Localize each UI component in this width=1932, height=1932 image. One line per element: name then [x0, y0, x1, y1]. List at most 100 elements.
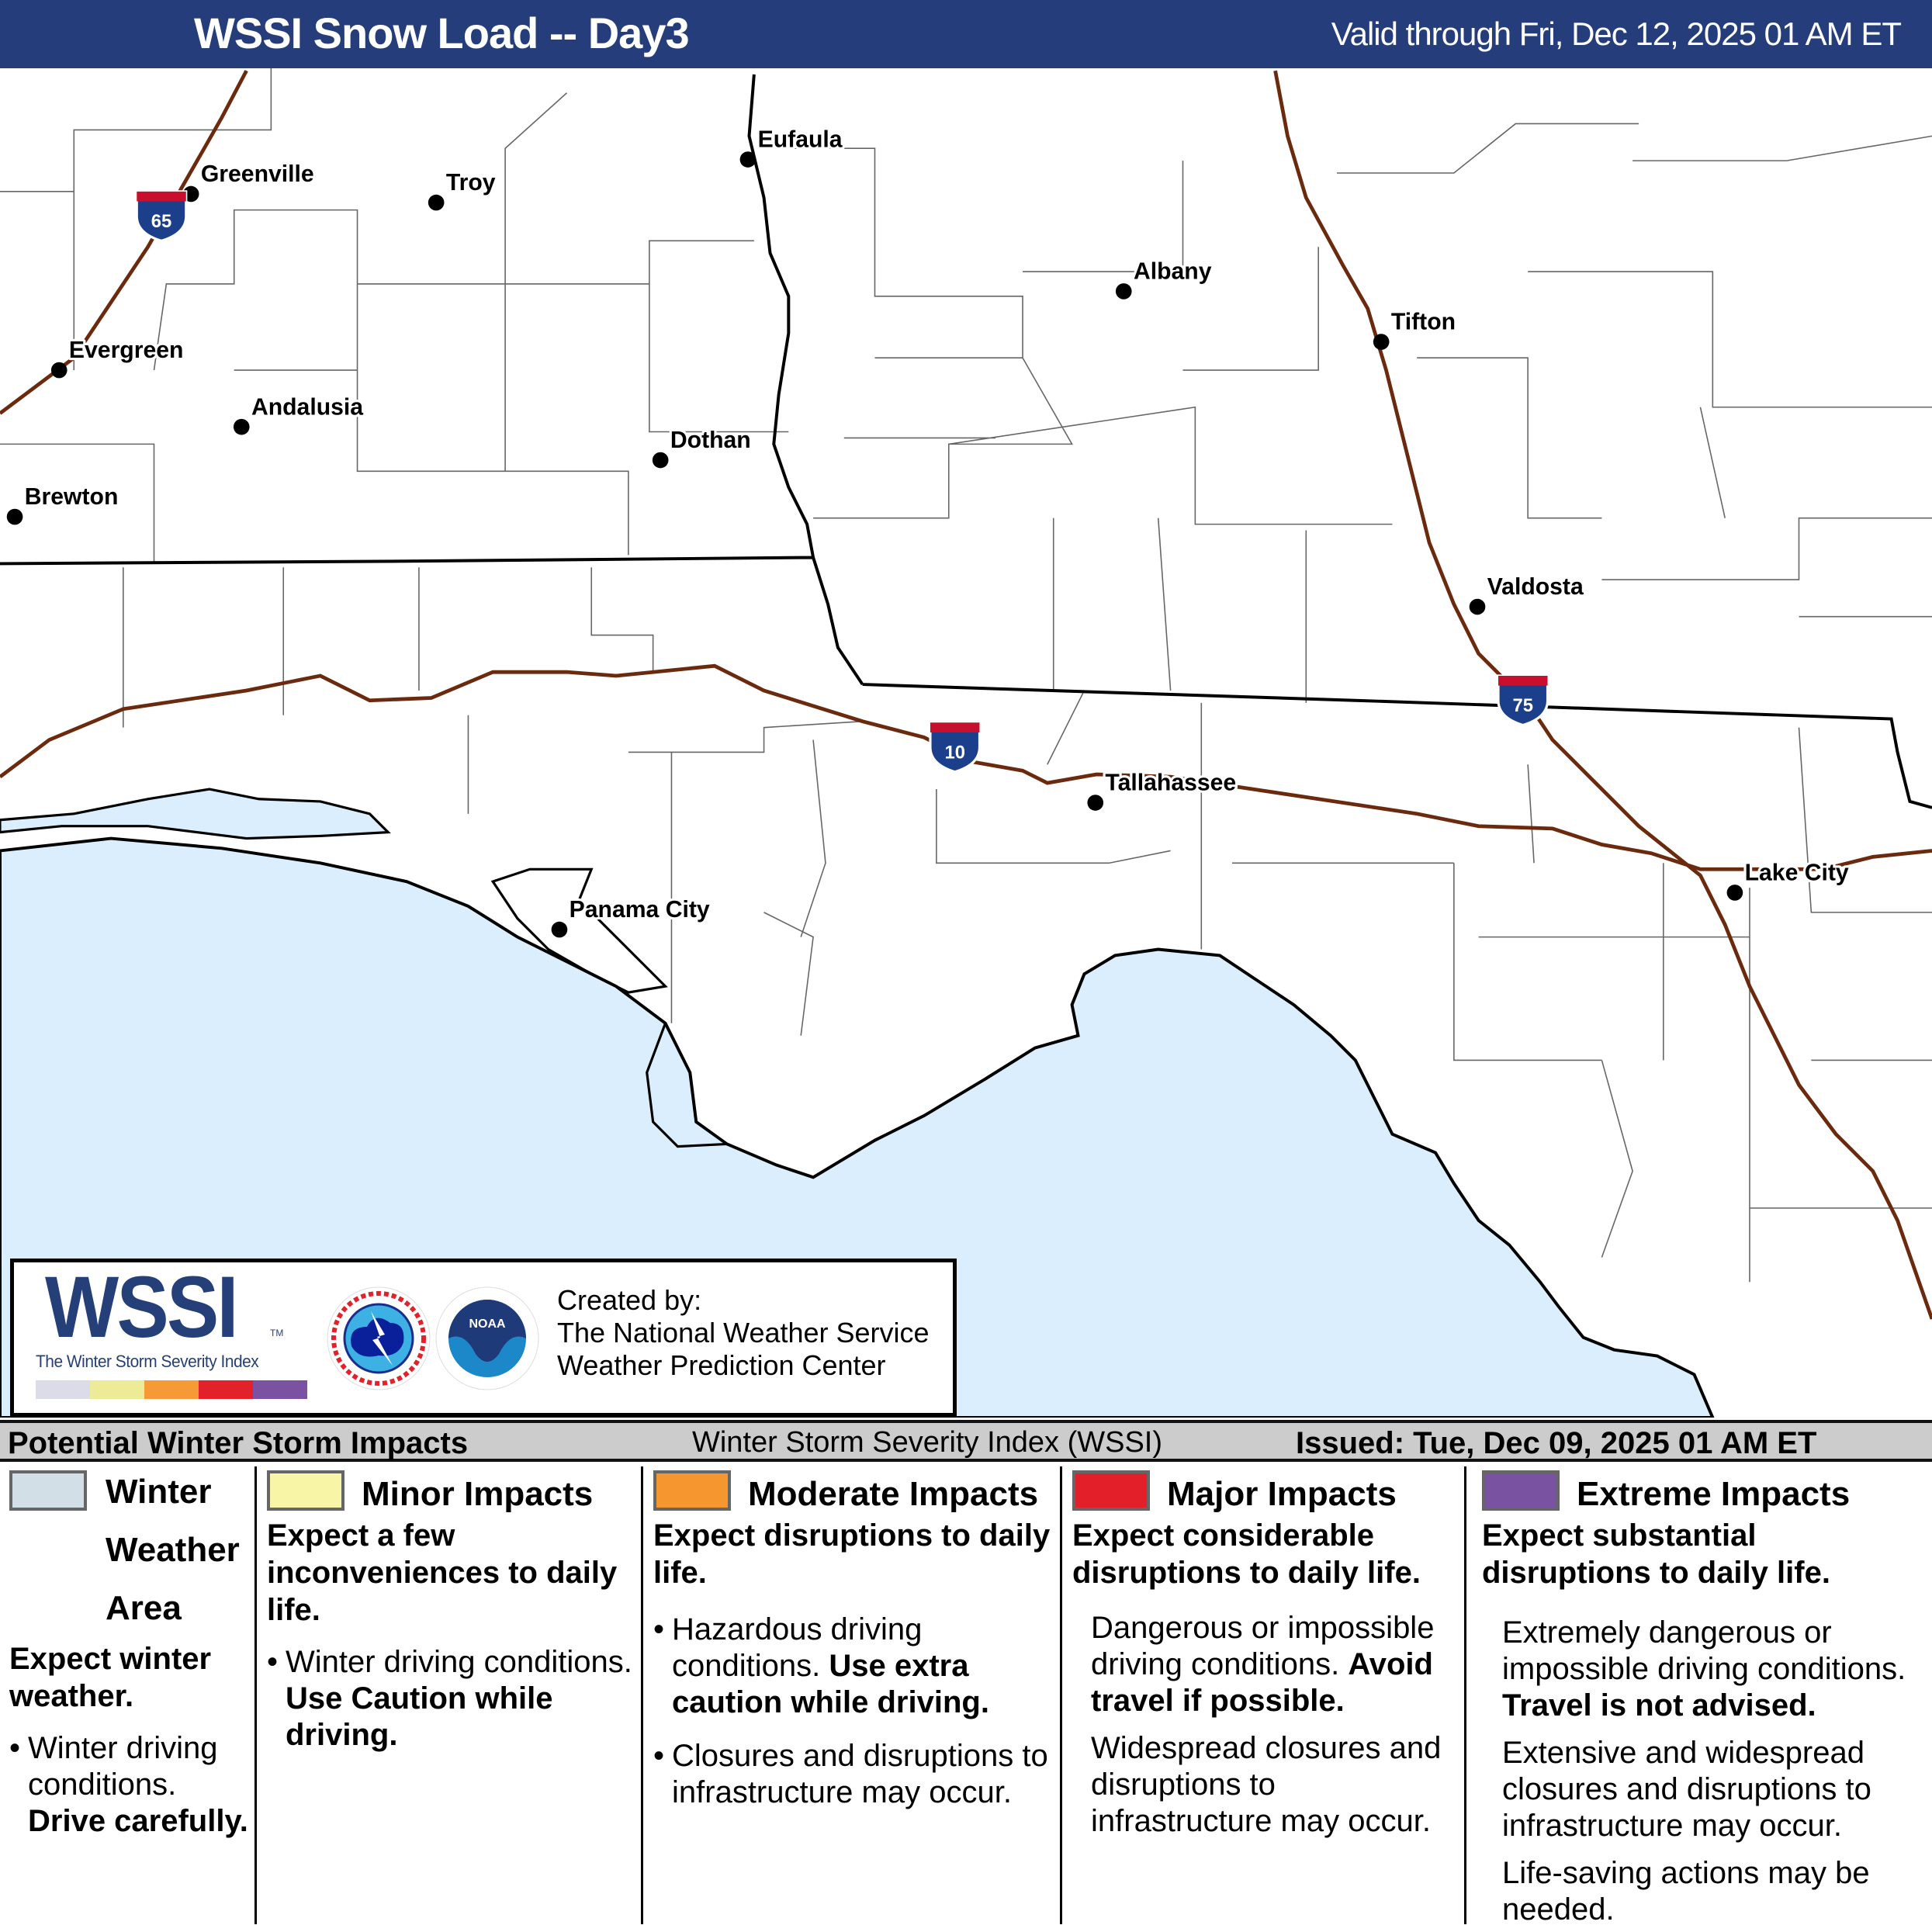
bullet-1: Winter driving conditions. Use Caution w…: [267, 1644, 639, 1754]
map[interactable]: Greenville Troy Eufaula Albany Tifton Evergre…: [0, 68, 1932, 1418]
bullet-bold: Use extra caution while driving.: [672, 1649, 989, 1719]
bullet-bold: Drive carefully.: [28, 1804, 248, 1838]
legend-title: Potential Winter Storm Impacts: [8, 1426, 469, 1460]
city-label: Panama City: [570, 897, 710, 923]
noaa-logo-icon: NOAA: [435, 1286, 539, 1390]
legend-moderate: Moderate Impacts Expect disruptions to d…: [653, 1470, 1057, 1924]
city-marker: [50, 362, 68, 379]
divider: [1464, 1466, 1466, 1924]
bar-swatch: [144, 1380, 199, 1399]
bullet-2: Closures and disruptions to infrastructu…: [653, 1738, 1057, 1811]
divider: [254, 1466, 257, 1924]
bar-swatch: [36, 1380, 90, 1399]
bar-swatch: [253, 1380, 307, 1399]
city-marker: [6, 508, 23, 525]
swatch-winter: [9, 1470, 87, 1511]
map-title: WSSI Snow Load -- Day3: [194, 9, 690, 57]
issued-time: Issued: Tue, Dec 09, 2025 01 AM ET: [1296, 1426, 1817, 1460]
category-name: Minor Impacts: [362, 1475, 594, 1513]
county-lines: [0, 68, 1932, 1283]
text-bold: Avoid travel if possible.: [1091, 1647, 1433, 1718]
city-marker: [428, 194, 445, 211]
city-markers: Greenville Troy Eufaula Albany Tifton Evergre…: [6, 124, 1851, 938]
legend-winter-weather-area: Winter Weather Area Expect winter weathe…: [9, 1470, 254, 1924]
nws-logo-icon: [327, 1286, 431, 1390]
wssi-subtitle: The Winter Storm Severity Index: [36, 1352, 259, 1371]
city-label: Tifton: [1391, 310, 1456, 335]
shield-number: 65: [151, 211, 171, 232]
swatch-minor: [267, 1470, 345, 1511]
city-label: Evergreen: [69, 338, 184, 363]
swatch-moderate: [653, 1470, 731, 1511]
city-marker: [739, 151, 757, 168]
created-by-label: Created by:: [557, 1284, 702, 1316]
city-label: Valdosta: [1487, 574, 1584, 600]
bullet-1: Winter driving conditions. Drive careful…: [9, 1730, 254, 1840]
noaa-text: NOAA: [469, 1317, 506, 1331]
city-label: Albany: [1134, 259, 1212, 285]
legend-extreme: Extreme Impacts Expect substantial disru…: [1482, 1470, 1932, 1927]
org-nws: The National Weather Service: [557, 1317, 930, 1349]
city-label: Dothan: [670, 428, 751, 453]
category-summary: Expect winter weather.: [9, 1642, 212, 1713]
org-wpc: Weather Prediction Center: [557, 1349, 886, 1381]
category-name: Extreme Impacts: [1577, 1475, 1851, 1513]
city-marker: [1373, 334, 1390, 350]
city-marker: [1469, 598, 1486, 615]
wssi-color-bar: [36, 1380, 307, 1399]
city-marker: [1726, 885, 1743, 901]
divider: [641, 1466, 643, 1924]
city-label: Andalusia: [251, 394, 363, 420]
city-label: Greenville: [201, 161, 314, 187]
swatch-extreme: [1482, 1470, 1560, 1511]
interstate-shield-10: 10: [929, 721, 982, 774]
coastline: [490, 867, 728, 1148]
category-summary: Expect a few inconveniences to daily lif…: [267, 1518, 618, 1627]
city-label: Troy: [446, 170, 496, 196]
city-marker: [1087, 795, 1104, 811]
city-marker: [551, 921, 568, 938]
valid-time: Valid through Fri, Dec 12, 2025 01 AM ET: [1331, 16, 1902, 52]
divider: [1060, 1466, 1062, 1924]
city-label: Tallahassee: [1105, 770, 1236, 796]
interstate-shield-65: 65: [135, 190, 188, 242]
city-label: Brewton: [25, 484, 119, 510]
created-by: Created by: The National Weather Service…: [557, 1284, 930, 1382]
city-marker: [1115, 283, 1132, 299]
text-1: Dangerous or impossible driving conditio…: [1072, 1610, 1460, 1719]
legend-major: Major Impacts Expect considerable disrup…: [1072, 1470, 1460, 1924]
category-summary: Expect disruptions to daily life.: [653, 1518, 1051, 1590]
bullet-text: Winter driving conditions.: [28, 1731, 218, 1802]
legend-index: Winter Storm Severity Index (WSSI): [692, 1426, 1163, 1459]
bullet-text: Winter driving conditions.: [286, 1645, 632, 1679]
bullet-text: Hazardous driving conditions.: [672, 1612, 923, 1683]
city-marker: [233, 418, 250, 435]
legend-title-bar: Potential Winter Storm Impacts Winter St…: [0, 1420, 1932, 1462]
bullet-1: Hazardous driving conditions. Use extra …: [653, 1612, 1057, 1721]
text-regular: Dangerous or impossible driving conditio…: [1091, 1611, 1435, 1681]
bay-water: [0, 788, 391, 840]
credits-box: WSSI TM The Winter Storm Severity Index …: [10, 1259, 957, 1417]
category-summary: Expect substantial disruptions to daily …: [1482, 1518, 1830, 1590]
header: WSSI Snow Load -- Day3 Valid through Fri…: [0, 0, 1932, 68]
trademark: TM: [270, 1328, 284, 1338]
shield-number: 10: [944, 742, 964, 763]
city-label: Lake City: [1745, 860, 1849, 886]
text-bold: Travel is not advised.: [1502, 1688, 1816, 1723]
text-2: Extensive and widespread closures and di…: [1502, 1736, 1871, 1843]
legend-minor: Minor Impacts Expect a few inconvenience…: [267, 1470, 639, 1924]
interstate-highways: [0, 70, 1932, 1320]
wssi-logo: WSSI: [45, 1259, 239, 1356]
category-name: Winter Weather Area: [106, 1473, 240, 1627]
category-summary: Expect considerable disruptions to daily…: [1072, 1518, 1421, 1590]
text-regular: Extremely dangerous or impossible drivin…: [1502, 1615, 1906, 1686]
shield-number: 75: [1513, 695, 1533, 716]
bar-swatch: [199, 1380, 253, 1399]
text-1: Extremely dangerous or impossible drivin…: [1482, 1615, 1932, 1724]
state-lines: [0, 74, 1932, 809]
city-marker: [652, 452, 669, 469]
category-name: Moderate Impacts: [748, 1475, 1039, 1513]
text-3: Life-saving actions may be needed.: [1502, 1856, 1870, 1927]
swatch-major: [1072, 1470, 1150, 1511]
interstate-shield-75: 75: [1497, 674, 1549, 727]
